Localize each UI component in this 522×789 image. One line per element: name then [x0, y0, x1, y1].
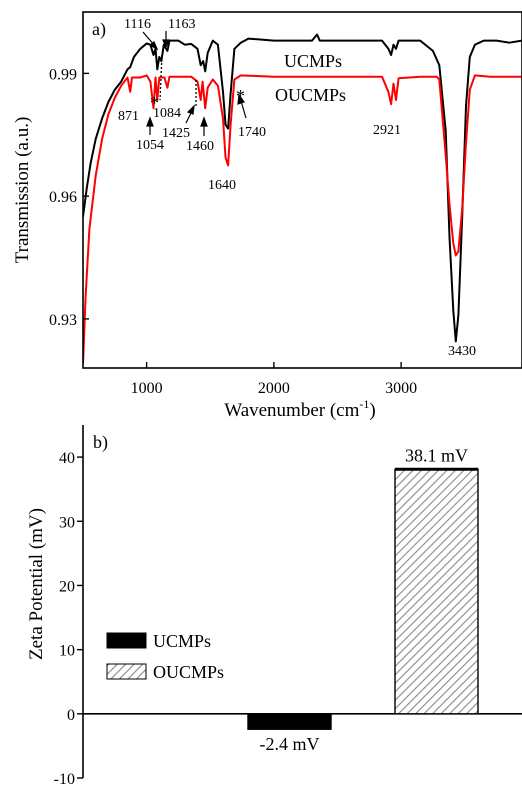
annotation-1054: 1054: [136, 138, 164, 153]
y-tick-label: 30: [59, 514, 75, 531]
bar-ucmps: [248, 714, 331, 729]
asterisk-marker: *: [150, 93, 159, 113]
y-tick-label: 20: [59, 578, 75, 595]
y-tick-label: -10: [54, 771, 75, 788]
panel-b-label: b): [93, 432, 108, 453]
legend-label-ucmps-b: UCMPs: [153, 631, 211, 651]
panel-b-legend: UCMPs OUCMPs: [107, 631, 224, 682]
y-tick-label: 40: [59, 450, 75, 467]
panel-a: 1000 2000 3000 0.93 0.96 0.99 a) Wavenumber (…: [12, 12, 522, 421]
y-tick-label: 0.93: [49, 312, 77, 329]
bar-value-label: 38.1 mV: [405, 445, 468, 465]
y-tick-label: 0.99: [49, 66, 77, 83]
panel-b-bars: -2.4 mV 38.1 mV: [248, 445, 478, 754]
panel-b-y-axis-label: Zeta Potential (mV): [26, 508, 47, 660]
x-axis-label: Wavenumber (cm-1): [224, 397, 375, 421]
annotation-1163: 1163: [168, 17, 195, 32]
y-tick-label: 10: [59, 643, 75, 660]
annotation-1460: 1460: [186, 139, 214, 154]
annotation-1740: 1740: [238, 125, 266, 140]
y-tick-label: 0.96: [49, 189, 77, 206]
annotation-2921: 2921: [373, 123, 401, 138]
panel-a-ticks: 1000 2000 3000 0.93 0.96 0.99: [49, 66, 417, 397]
annotation-871: 871: [118, 109, 139, 124]
legend-label-ucmps: UCMPs: [284, 51, 342, 71]
annotation-1116: 1116: [124, 17, 151, 32]
panel-a-label: a): [92, 19, 106, 40]
legend-label-oucmps-b: OUCMPs: [153, 662, 224, 682]
annotation-1640: 1640: [208, 178, 236, 193]
bar-value-label: -2.4 mV: [260, 734, 320, 754]
annotation-3430: 3430: [448, 344, 476, 359]
bar-oucmps: [395, 469, 478, 714]
legend-label-oucmps: OUCMPs: [275, 85, 346, 105]
x-tick-label: 3000: [385, 380, 417, 397]
legend-swatch-ucmps: [107, 633, 146, 648]
panel-a-series: [83, 35, 522, 364]
panel-b: b) Zeta Potential (mV) -10 0 10 20 30 40 -2.4…: [26, 425, 522, 788]
x-tick-label: 2000: [258, 380, 290, 397]
panel-a-y-axis-label: Transmission (a.u.): [12, 117, 33, 264]
legend-swatch-oucmps: [107, 664, 146, 679]
series-line-oucmps: [83, 75, 522, 364]
y-tick-label: 0: [67, 707, 75, 724]
x-tick-label: 1000: [131, 380, 163, 397]
